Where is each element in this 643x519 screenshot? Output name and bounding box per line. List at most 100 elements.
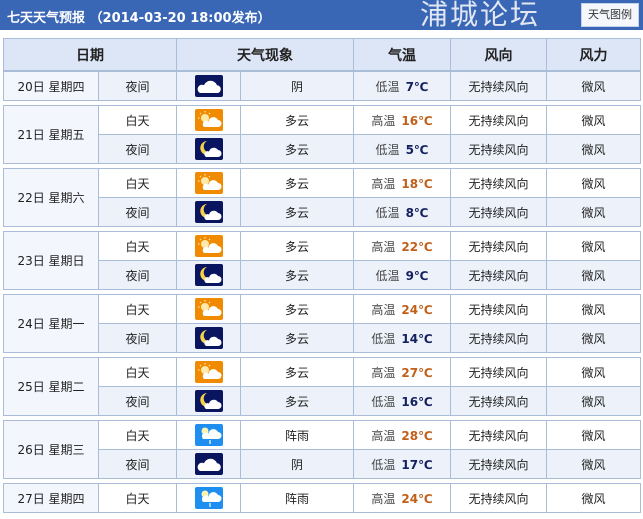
wind-force: 微风 [546, 483, 641, 513]
table-row: 23日 星期日 白天 多云 高温 22℃ 无持续风向 微风 [3, 231, 641, 290]
period-label: 白天 [98, 294, 177, 324]
day-group: 20日 星期四 夜间 阴 低温 7℃ 无持续风向 微风 [3, 71, 641, 101]
wind-direction: 无持续风向 [450, 386, 547, 416]
weather-icon-cell [176, 357, 241, 387]
forecast-table: 日期 天气现象 气温 风向 风力 20日 星期四 夜间 阴 低温 7℃ 无持续风向 … [3, 38, 641, 517]
wind-direction: 无持续风向 [450, 323, 547, 353]
temperature-cell: 高温 24℃ [353, 294, 451, 324]
wind-direction: 无持续风向 [450, 357, 547, 387]
weather-text: 阴 [240, 449, 354, 479]
temperature-label: 高温 [371, 113, 396, 128]
weather-icon-cell [176, 231, 241, 261]
date-cell: 26日 星期三 [3, 420, 99, 479]
temperature-cell: 高温 27℃ [353, 357, 451, 387]
temperature-value: 16℃ [401, 113, 433, 128]
wind-force: 微风 [546, 168, 641, 198]
temperature-label: 高温 [371, 491, 396, 506]
period-label: 夜间 [98, 323, 177, 353]
partly-cloudy-night-icon [194, 138, 223, 160]
table-row: 26日 星期三 白天 阵雨 高温 28℃ 无持续风向 微风 [3, 420, 641, 479]
period-label: 白天 [98, 357, 177, 387]
temperature-cell: 高温 16℃ [353, 105, 451, 135]
temperature-cell: 低温 16℃ [353, 386, 451, 416]
column-header-wind-force: 风力 [546, 38, 641, 71]
weather-text: 多云 [240, 294, 354, 324]
weather-text: 多云 [240, 386, 354, 416]
temperature-value: 18℃ [401, 176, 433, 191]
table-header: 日期 天气现象 气温 风向 风力 [3, 38, 641, 71]
partly-cloudy-day-icon [194, 109, 223, 131]
weather-icon-cell [176, 197, 241, 227]
table-row: 夜间 多云 低温 14℃ 无持续风向 微风 [4, 323, 641, 353]
period-label: 夜间 [98, 71, 177, 101]
wind-force: 微风 [546, 260, 641, 290]
header-bar: 七天天气预报 （2014-03-20 18:00发布） 浦城论坛 天气图例 [0, 0, 643, 30]
wind-force: 微风 [546, 105, 641, 135]
table-row: 25日 星期二 白天 多云 高温 27℃ 无持续风向 微风 [3, 357, 641, 416]
weather-text: 多云 [240, 197, 354, 227]
wind-direction: 无持续风向 [450, 483, 547, 513]
wind-direction: 无持续风向 [450, 71, 547, 101]
wind-direction: 无持续风向 [450, 231, 547, 261]
temperature-cell: 高温 18℃ [353, 168, 451, 198]
weather-legend-button[interactable]: 天气图例 [581, 3, 639, 27]
day-group: 24日 星期一 白天 多云 高温 24℃ 无持续风向 微风 夜间 多云 低温 14℃ 无… [3, 294, 641, 353]
date-cell: 25日 星期二 [3, 357, 99, 416]
weather-text: 多云 [240, 323, 354, 353]
weather-icon-cell [176, 294, 241, 324]
period-label: 夜间 [98, 197, 177, 227]
wind-force: 微风 [546, 71, 641, 101]
wind-direction: 无持续风向 [450, 449, 547, 479]
temperature-value: 28℃ [401, 428, 433, 443]
partly-cloudy-night-icon [194, 201, 223, 223]
temperature-value: 24℃ [401, 302, 433, 317]
period-label: 白天 [98, 231, 177, 261]
period-label: 夜间 [98, 449, 177, 479]
temperature-label: 低温 [375, 205, 400, 220]
weather-icon-cell [176, 386, 241, 416]
wind-force: 微风 [546, 323, 641, 353]
weather-icon-cell [176, 71, 241, 101]
weather-text: 多云 [240, 168, 354, 198]
temperature-value: 24℃ [401, 491, 433, 506]
table-row: 夜间 多云 低温 16℃ 无持续风向 微风 [4, 386, 641, 416]
overcast-icon [194, 453, 223, 475]
wind-direction: 无持续风向 [450, 260, 547, 290]
temperature-value: 9℃ [405, 268, 429, 283]
table-row: 22日 星期六 白天 多云 高温 18℃ 无持续风向 微风 [3, 168, 641, 227]
wind-direction: 无持续风向 [450, 420, 547, 450]
temperature-label: 低温 [375, 79, 400, 94]
date-cell: 24日 星期一 [3, 294, 99, 353]
temperature-value: 17℃ [401, 457, 433, 472]
weather-text: 阵雨 [240, 483, 354, 513]
date-cell: 21日 星期五 [3, 105, 99, 164]
temperature-value: 7℃ [405, 79, 429, 94]
day-group: 22日 星期六 白天 多云 高温 18℃ 无持续风向 微风 夜间 多云 低温 8℃ 无持… [3, 168, 641, 227]
table-row: 夜间 多云 低温 5℃ 无持续风向 微风 [4, 134, 641, 164]
wind-force: 微风 [546, 420, 641, 450]
table-row: 夜间 多云 低温 8℃ 无持续风向 微风 [4, 197, 641, 227]
date-cell: 23日 星期日 [3, 231, 99, 290]
temperature-cell: 低温 7℃ [353, 71, 451, 101]
weather-text: 阵雨 [240, 420, 354, 450]
temperature-label: 高温 [371, 239, 396, 254]
shower-icon [194, 487, 223, 509]
partly-cloudy-night-icon [194, 264, 223, 286]
date-cell: 22日 星期六 [3, 168, 99, 227]
temperature-value: 22℃ [401, 239, 433, 254]
table-row: 27日 星期四 白天 阵雨 高温 24℃ 无持续风向 微风 [3, 483, 641, 513]
period-label: 夜间 [98, 260, 177, 290]
wind-force: 微风 [546, 231, 641, 261]
wind-force: 微风 [546, 386, 641, 416]
day-group: 25日 星期二 白天 多云 高温 27℃ 无持续风向 微风 夜间 多云 低温 16℃ 无… [3, 357, 641, 416]
temperature-label: 低温 [375, 268, 400, 283]
table-row: 20日 星期四 夜间 阴 低温 7℃ 无持续风向 微风 [3, 71, 641, 101]
weather-icon-cell [176, 449, 241, 479]
column-header-date: 日期 [3, 38, 177, 71]
day-group: 21日 星期五 白天 多云 高温 16℃ 无持续风向 微风 夜间 多云 低温 5℃ 无持… [3, 105, 641, 164]
date-cell: 20日 星期四 [3, 71, 99, 101]
table-row: 24日 星期一 白天 多云 高温 24℃ 无持续风向 微风 [3, 294, 641, 353]
temperature-label: 高温 [371, 302, 396, 317]
weather-icon-cell [176, 105, 241, 135]
partly-cloudy-day-icon [194, 235, 223, 257]
